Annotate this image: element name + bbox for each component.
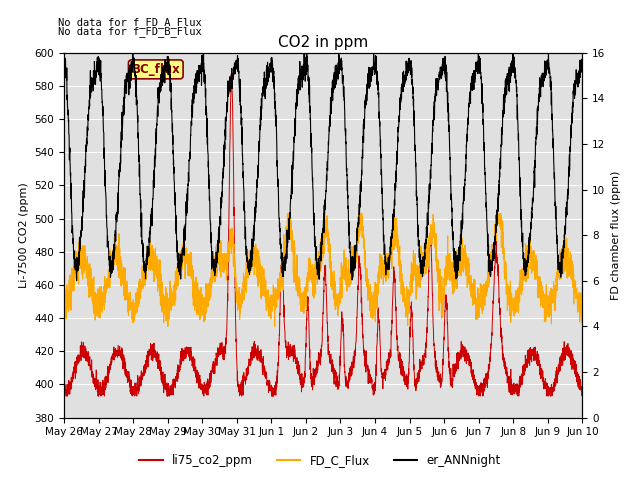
Text: No data for f_FD_B_Flux: No data for f_FD_B_Flux bbox=[58, 26, 202, 37]
Legend: li75_co2_ppm, FD_C_Flux, er_ANNnight: li75_co2_ppm, FD_C_Flux, er_ANNnight bbox=[134, 449, 506, 472]
Text: No data for f_FD_A_Flux: No data for f_FD_A_Flux bbox=[58, 17, 202, 28]
Title: CO2 in ppm: CO2 in ppm bbox=[278, 35, 369, 50]
Text: BC_flux: BC_flux bbox=[131, 63, 180, 76]
Y-axis label: FD chamber flux (ppm): FD chamber flux (ppm) bbox=[611, 170, 621, 300]
Y-axis label: Li-7500 CO2 (ppm): Li-7500 CO2 (ppm) bbox=[19, 182, 29, 288]
